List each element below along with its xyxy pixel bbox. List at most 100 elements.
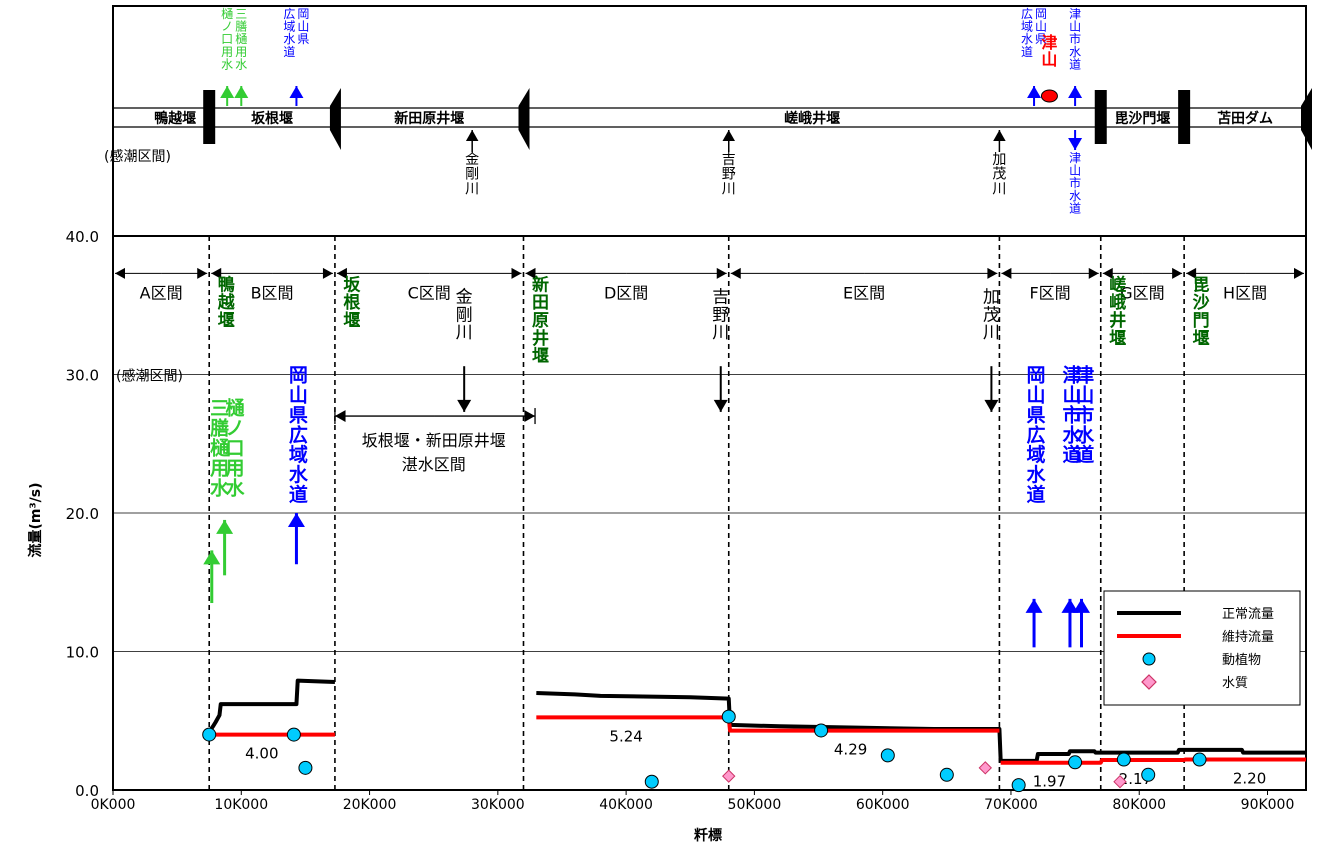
schematic-intake-arrow: [234, 86, 249, 106]
schematic-intake-label-char: 水: [1021, 32, 1033, 46]
intake-label-char: 水: [289, 464, 309, 486]
weir-wedge: [518, 88, 530, 150]
schematic-intake-label-char: 水: [1069, 45, 1081, 59]
section-label: F区間: [1029, 283, 1070, 302]
weir-label-char: 堰: [1193, 329, 1210, 349]
schematic-tidal-label: (感潮区間): [104, 148, 171, 165]
schematic-intake-label-char: 水: [235, 57, 247, 71]
section-arrow-left-head: [1001, 267, 1012, 279]
intake-label-char: 広: [289, 423, 308, 446]
section-arrow-left: [336, 267, 430, 279]
weir-label-char: 井: [1109, 310, 1126, 331]
maintenance-value-label: 2.20: [1233, 770, 1266, 788]
weir-label: 鴨越堰: [217, 274, 236, 331]
weir-label-char: 毘: [1193, 275, 1210, 295]
schematic-intake-label-char: 三: [235, 7, 247, 21]
schematic-intake-label-char: 樋: [235, 31, 247, 46]
section-label: H区間: [1223, 283, 1267, 302]
schematic-outfall-arrow: [1068, 130, 1083, 150]
maintenance-value-label: 5.24: [609, 727, 642, 745]
legend-label: 動植物: [1222, 653, 1261, 668]
section-arrow-right: [864, 267, 998, 279]
x-tick-label: 40K000: [599, 797, 653, 813]
schematic-tributary-label-char: 野: [722, 167, 736, 183]
weir-label: 坂根堰: [343, 275, 361, 331]
intake-label-char: 水: [1075, 424, 1095, 446]
intake-label-char: 用: [210, 458, 229, 480]
schematic-intake-label-char: 口: [221, 32, 233, 46]
schematic-intake-label-char: 膳: [235, 19, 247, 34]
fauna-point: [644, 774, 659, 789]
schematic-intake-label-char: ノ: [221, 20, 233, 34]
tributary-arrow-head: [457, 399, 472, 412]
schematic-frame: [112, 5, 1307, 237]
section-arrow-left-head: [730, 267, 741, 279]
intake-label-char: 山: [1027, 384, 1046, 406]
section-arrow-right-head: [322, 267, 333, 279]
fauna-point: [1116, 752, 1131, 767]
intake-label-char: 口: [226, 438, 245, 460]
tributary-label-char: 野: [712, 305, 729, 325]
fauna-point: [202, 727, 217, 742]
section-arrow-left: [1186, 267, 1246, 279]
section-span: G区間: [1102, 267, 1183, 302]
intake-label-char: 水: [210, 477, 230, 499]
schematic-intake-label-char: 広: [283, 7, 295, 21]
impound-label: 坂根堰・新田原井堰: [362, 431, 506, 450]
weir-label-char: 井: [532, 328, 549, 349]
river-schematic: 鴨越堰 坂根堰 新田原井堰 嵯峨井堰 毘沙門堰 苫田ダム(感潮区間) 金剛川吉野川加茂川樋ノ…: [104, 5, 1312, 237]
intake-arrow-head: [1061, 598, 1079, 613]
intake-label-char: 県: [1027, 404, 1046, 426]
schematic-outfall-arrow-head: [1068, 138, 1083, 150]
maintenance-value-label: 4.29: [834, 741, 867, 759]
schematic-outfall-label-char: 市: [1069, 175, 1081, 190]
section-arrow-right: [626, 267, 727, 279]
weir-symbol: 坂根堰: [251, 88, 341, 150]
section-span: H区間: [1186, 267, 1304, 302]
fauna-point: [721, 709, 736, 724]
weir-label-char: 峨: [1109, 293, 1126, 313]
weir-symbol: 新田原井堰: [394, 88, 530, 150]
intake-label-char: 樋: [226, 397, 245, 420]
x-axis-label: 粁標: [694, 827, 722, 844]
x-tick-label: 90K000: [1241, 797, 1295, 813]
section-arrow-right: [1245, 267, 1304, 279]
intake-label-char: 樋: [210, 437, 229, 460]
section-arrow-right-head: [1172, 267, 1183, 279]
schematic-intake-label-char: 道: [1069, 57, 1081, 71]
tributary-label: 吉野川: [712, 287, 729, 343]
section-arrow-left-head: [211, 267, 222, 279]
y-tick-label: 40.0: [66, 228, 99, 246]
schematic-intake-arrow: [1068, 86, 1083, 106]
maintenance-value-label: 1.97: [1033, 773, 1066, 791]
weir-wedge: [329, 88, 341, 150]
schematic-intake-label-char: 広: [1021, 7, 1033, 21]
schematic-intake-arrow: [1027, 86, 1042, 106]
section-arrow-left: [1102, 267, 1143, 279]
schematic-tributary-label: 加茂川: [992, 152, 1006, 197]
schematic-tributary-label-char: 川: [465, 181, 479, 197]
schematic-intake-label-char: 用: [235, 45, 247, 59]
fauna-point: [939, 767, 954, 782]
weir-label-char: 堰: [1109, 329, 1126, 349]
intake-label-char: 水: [1062, 424, 1082, 446]
impound-arrow-right: [434, 410, 536, 422]
weir-label-char: 堰: [343, 311, 360, 331]
schematic-intake-label-char: 用: [221, 45, 233, 59]
x-tick-label: 0K000: [91, 797, 136, 813]
intake-arrow: [1073, 598, 1091, 648]
schematic-tributary-arrow: [993, 130, 1006, 152]
legend-label: 維持流量: [1222, 630, 1274, 645]
weir-label-char: 嵯: [1109, 274, 1126, 295]
fauna-point: [286, 727, 301, 742]
intake-arrow: [1025, 598, 1043, 648]
tributary-arrow: [984, 366, 999, 412]
